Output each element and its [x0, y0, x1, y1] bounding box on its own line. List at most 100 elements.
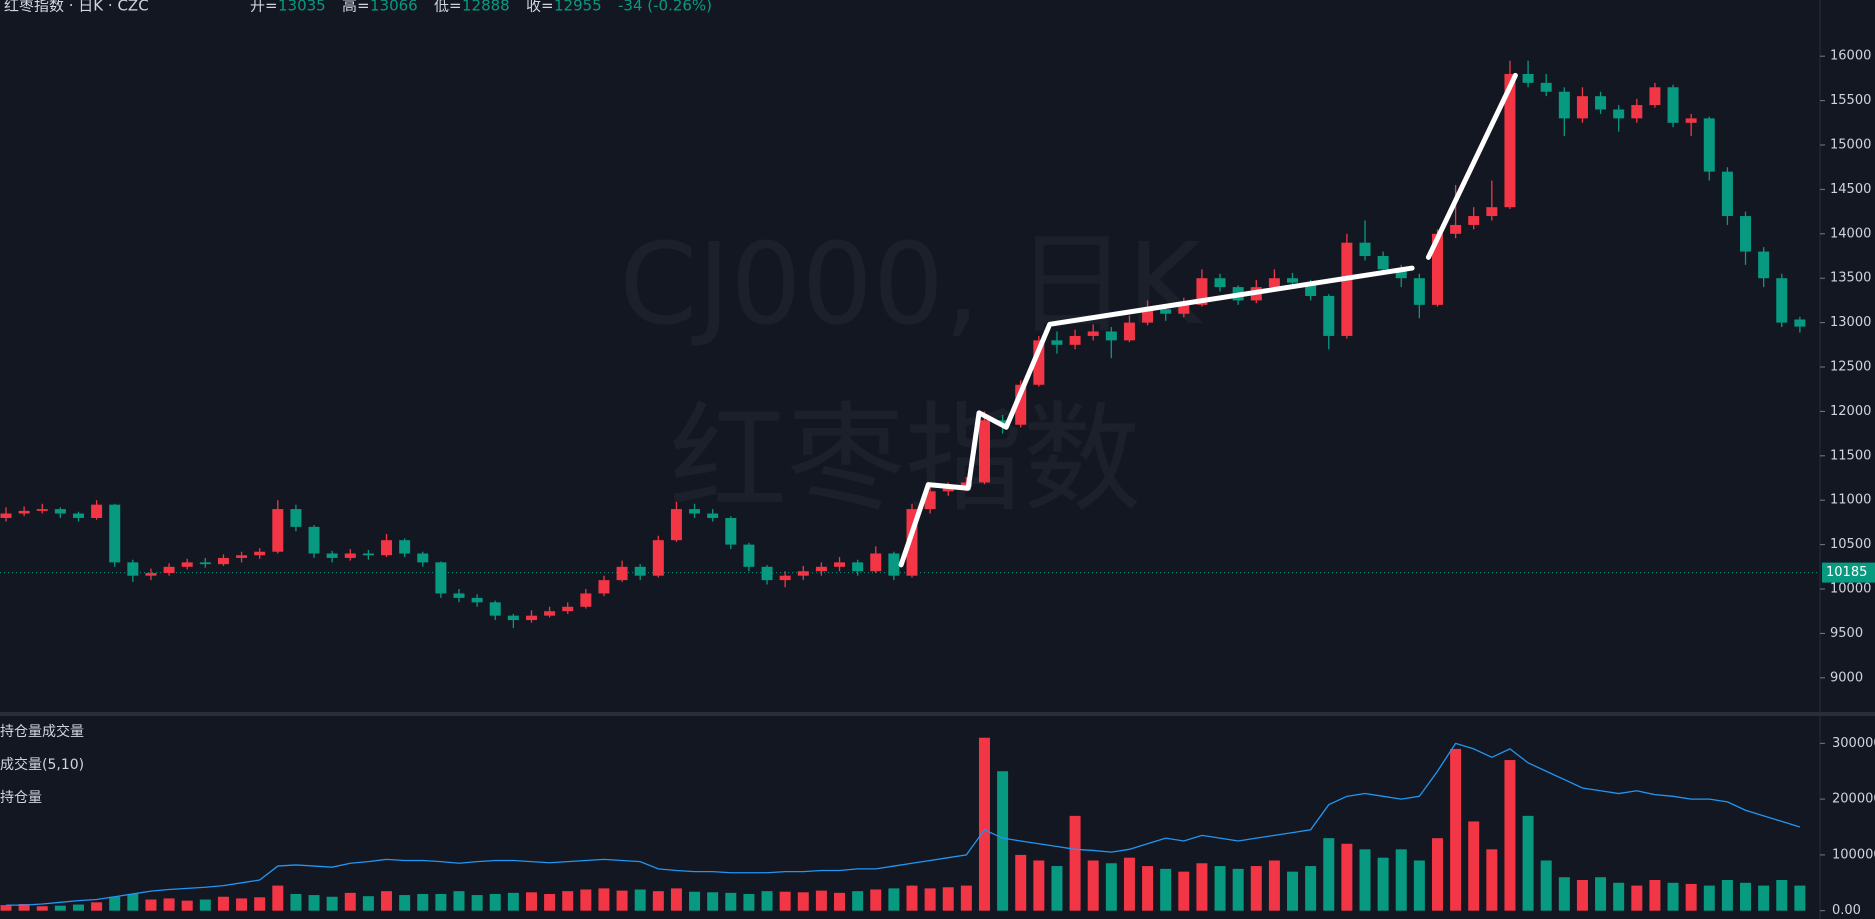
volume-bar: [344, 892, 356, 911]
volume-bar: [1703, 885, 1715, 911]
candle-body: [1069, 335, 1081, 345]
price-tag-label: 10185: [1826, 565, 1867, 580]
volume-bar: [72, 904, 84, 911]
price-tag: [1822, 562, 1875, 583]
candle-body: [707, 513, 719, 518]
candle-body: [888, 553, 900, 576]
volume-bar: [562, 891, 574, 911]
y-tick-label: 14000: [1830, 226, 1871, 241]
volume-bar: [924, 888, 936, 911]
ohlc-value: 12955: [554, 0, 602, 15]
volume-bar: [960, 885, 972, 911]
candle-body: [1377, 256, 1389, 270]
volume-bar: [290, 893, 302, 911]
volume-bar: [1160, 868, 1172, 911]
volume-bar: [254, 897, 266, 911]
header: 红枣指数 · 日K · CZC 开= 13035 高= 13066 低= 12888 收= 1…: [4, 0, 712, 15]
candle-body: [1613, 109, 1625, 119]
volume-bar: [1631, 885, 1643, 911]
candle-body: [1395, 269, 1407, 279]
volume-bar: [1522, 815, 1534, 911]
y-tick-label: 10000: [1830, 582, 1871, 597]
candle-body: [852, 562, 864, 572]
volume-bar: [797, 892, 809, 911]
candle-body: [725, 517, 737, 545]
y-tick-label: 200000: [1832, 792, 1875, 807]
volume-bar: [1359, 849, 1371, 911]
candle-body: [1196, 278, 1208, 305]
candle-body: [689, 509, 701, 514]
ohlc-value: 13066: [370, 0, 418, 15]
ohlc-value: 12888: [462, 0, 510, 15]
candle-body: [199, 562, 211, 565]
candle-body: [145, 573, 157, 576]
candle-body: [906, 509, 918, 576]
candle-body: [72, 513, 84, 518]
volume-bar: [1576, 880, 1588, 911]
volume-bar: [381, 891, 393, 911]
candle-body: [471, 597, 483, 603]
y-tick-label: 0.00: [1832, 903, 1861, 918]
candle-body: [924, 491, 936, 510]
ohlc-label: 低=: [434, 0, 462, 15]
volume-bar: [1413, 860, 1425, 911]
volume-bar: [1015, 854, 1027, 911]
candle-body: [489, 602, 501, 616]
volume-bar: [1758, 885, 1770, 911]
volume-bar: [1721, 880, 1733, 911]
candle-body: [1558, 91, 1570, 119]
volume-bar: [525, 892, 537, 911]
volume-bar: [1740, 882, 1752, 911]
candle-body: [598, 580, 610, 594]
volume-bar: [272, 885, 284, 911]
y-tick-label: 12500: [1830, 360, 1871, 375]
volume-bar: [1196, 863, 1208, 911]
volume-bar: [1558, 877, 1570, 911]
candle-body: [1721, 171, 1733, 217]
candle-body: [435, 562, 447, 594]
candle-body: [1703, 118, 1715, 172]
candle-body: [54, 509, 66, 514]
y-tick-label: 12000: [1830, 404, 1871, 419]
volume-bar: [870, 889, 882, 911]
candle-body: [254, 551, 266, 556]
trend-line: [1425, 72, 1518, 260]
candle-body: [344, 553, 356, 558]
volume-bar: [1431, 838, 1443, 911]
volume-bar: [1468, 821, 1480, 911]
candle-body: [217, 557, 229, 565]
volume-bar: [544, 893, 556, 911]
candle-body: [1576, 96, 1588, 119]
candle-body: [381, 540, 393, 556]
candle-body: [1033, 340, 1045, 385]
candle-body: [1776, 278, 1788, 323]
volume-bar: [852, 891, 864, 911]
candle-body: [1794, 319, 1806, 327]
volume-bar: [1250, 866, 1262, 911]
volume-bar: [1504, 760, 1516, 911]
candle-body: [362, 553, 374, 556]
volume-bar: [91, 902, 103, 911]
volume-bar: [109, 896, 121, 911]
candle-body: [1051, 340, 1063, 345]
volume-bar: [399, 895, 411, 911]
volume-bar: [978, 737, 990, 911]
watermark: CJ000, 日K: [619, 220, 1203, 350]
volume-bar: [707, 892, 719, 911]
candle-body: [236, 555, 248, 558]
change: -34 (-0.26%): [618, 0, 712, 15]
candle-body: [417, 553, 429, 563]
candle-body: [743, 544, 755, 567]
candle-body: [1649, 87, 1661, 106]
candle-body: [1413, 278, 1425, 305]
candle-body: [507, 615, 519, 621]
volume-bar: [1341, 843, 1353, 911]
volume-bar: [145, 899, 157, 911]
candle-body: [1522, 73, 1534, 83]
y-tick-label: 300000: [1832, 736, 1875, 751]
volume-bar: [1033, 860, 1045, 911]
volume-bar: [1667, 882, 1679, 911]
